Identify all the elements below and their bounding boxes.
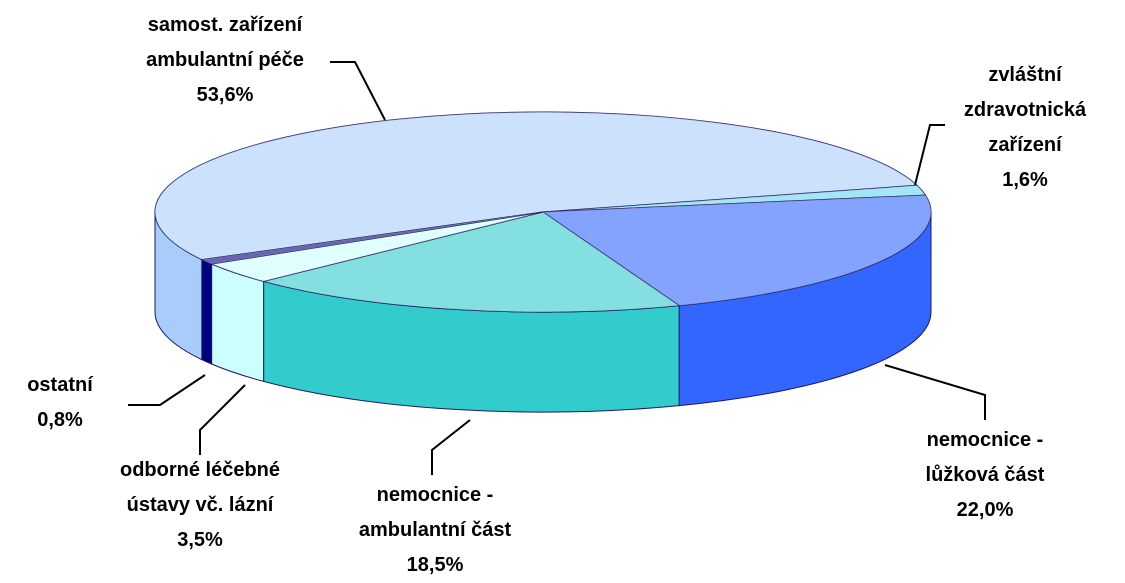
leader-line <box>431 419 471 475</box>
slice-label: nemocnice - lůžková část 22,0% <box>895 423 1075 528</box>
category-name: nemocnice - ambulantní část <box>358 484 512 541</box>
value-label: 0,8% <box>37 409 83 431</box>
leader-line <box>914 124 945 186</box>
slice-label: ostatní 0,8% <box>5 368 115 438</box>
slice-highlight <box>543 195 931 306</box>
slice-highlight <box>543 185 926 212</box>
category-name: ostatní <box>27 374 93 396</box>
slice-label: zvláštní zdravotnická zařízení 1,6% <box>955 58 1095 198</box>
leader-line <box>199 384 246 455</box>
slice-highlight <box>211 212 543 282</box>
slice-top <box>541 194 932 307</box>
slice-label: nemocnice - ambulantní část 18,5% <box>335 478 535 583</box>
value-label: 1,6% <box>1002 169 1048 191</box>
value-label: 22,0% <box>956 499 1014 521</box>
leader-line <box>128 374 206 406</box>
slice-top <box>200 211 544 265</box>
slice-label: samost. zařízení ambulantní péče 53,6% <box>110 8 340 113</box>
category-name: odborné léčebné ústavy vč. lázní <box>119 459 281 516</box>
slice-top <box>154 111 919 261</box>
value-label: 18,5% <box>406 554 464 576</box>
value-label: 53,6% <box>196 84 254 106</box>
slice-side <box>201 258 213 365</box>
category-name: zvláštní zdravotnická zařízení <box>963 64 1087 156</box>
slice-highlight <box>154 111 917 260</box>
slice-side <box>211 263 265 383</box>
slice-highlight <box>201 212 544 265</box>
category-name: nemocnice - lůžková část <box>925 429 1045 486</box>
slice-label: odborné léčebné ústavy vč. lázní 3,5% <box>95 453 305 558</box>
slice-top <box>263 211 681 313</box>
leader-line <box>884 364 986 420</box>
value-label: 3,5% <box>177 529 223 551</box>
slice-highlight <box>263 212 680 312</box>
leader-line <box>330 61 386 121</box>
category-name: samost. zařízení ambulantní péče <box>146 14 304 71</box>
